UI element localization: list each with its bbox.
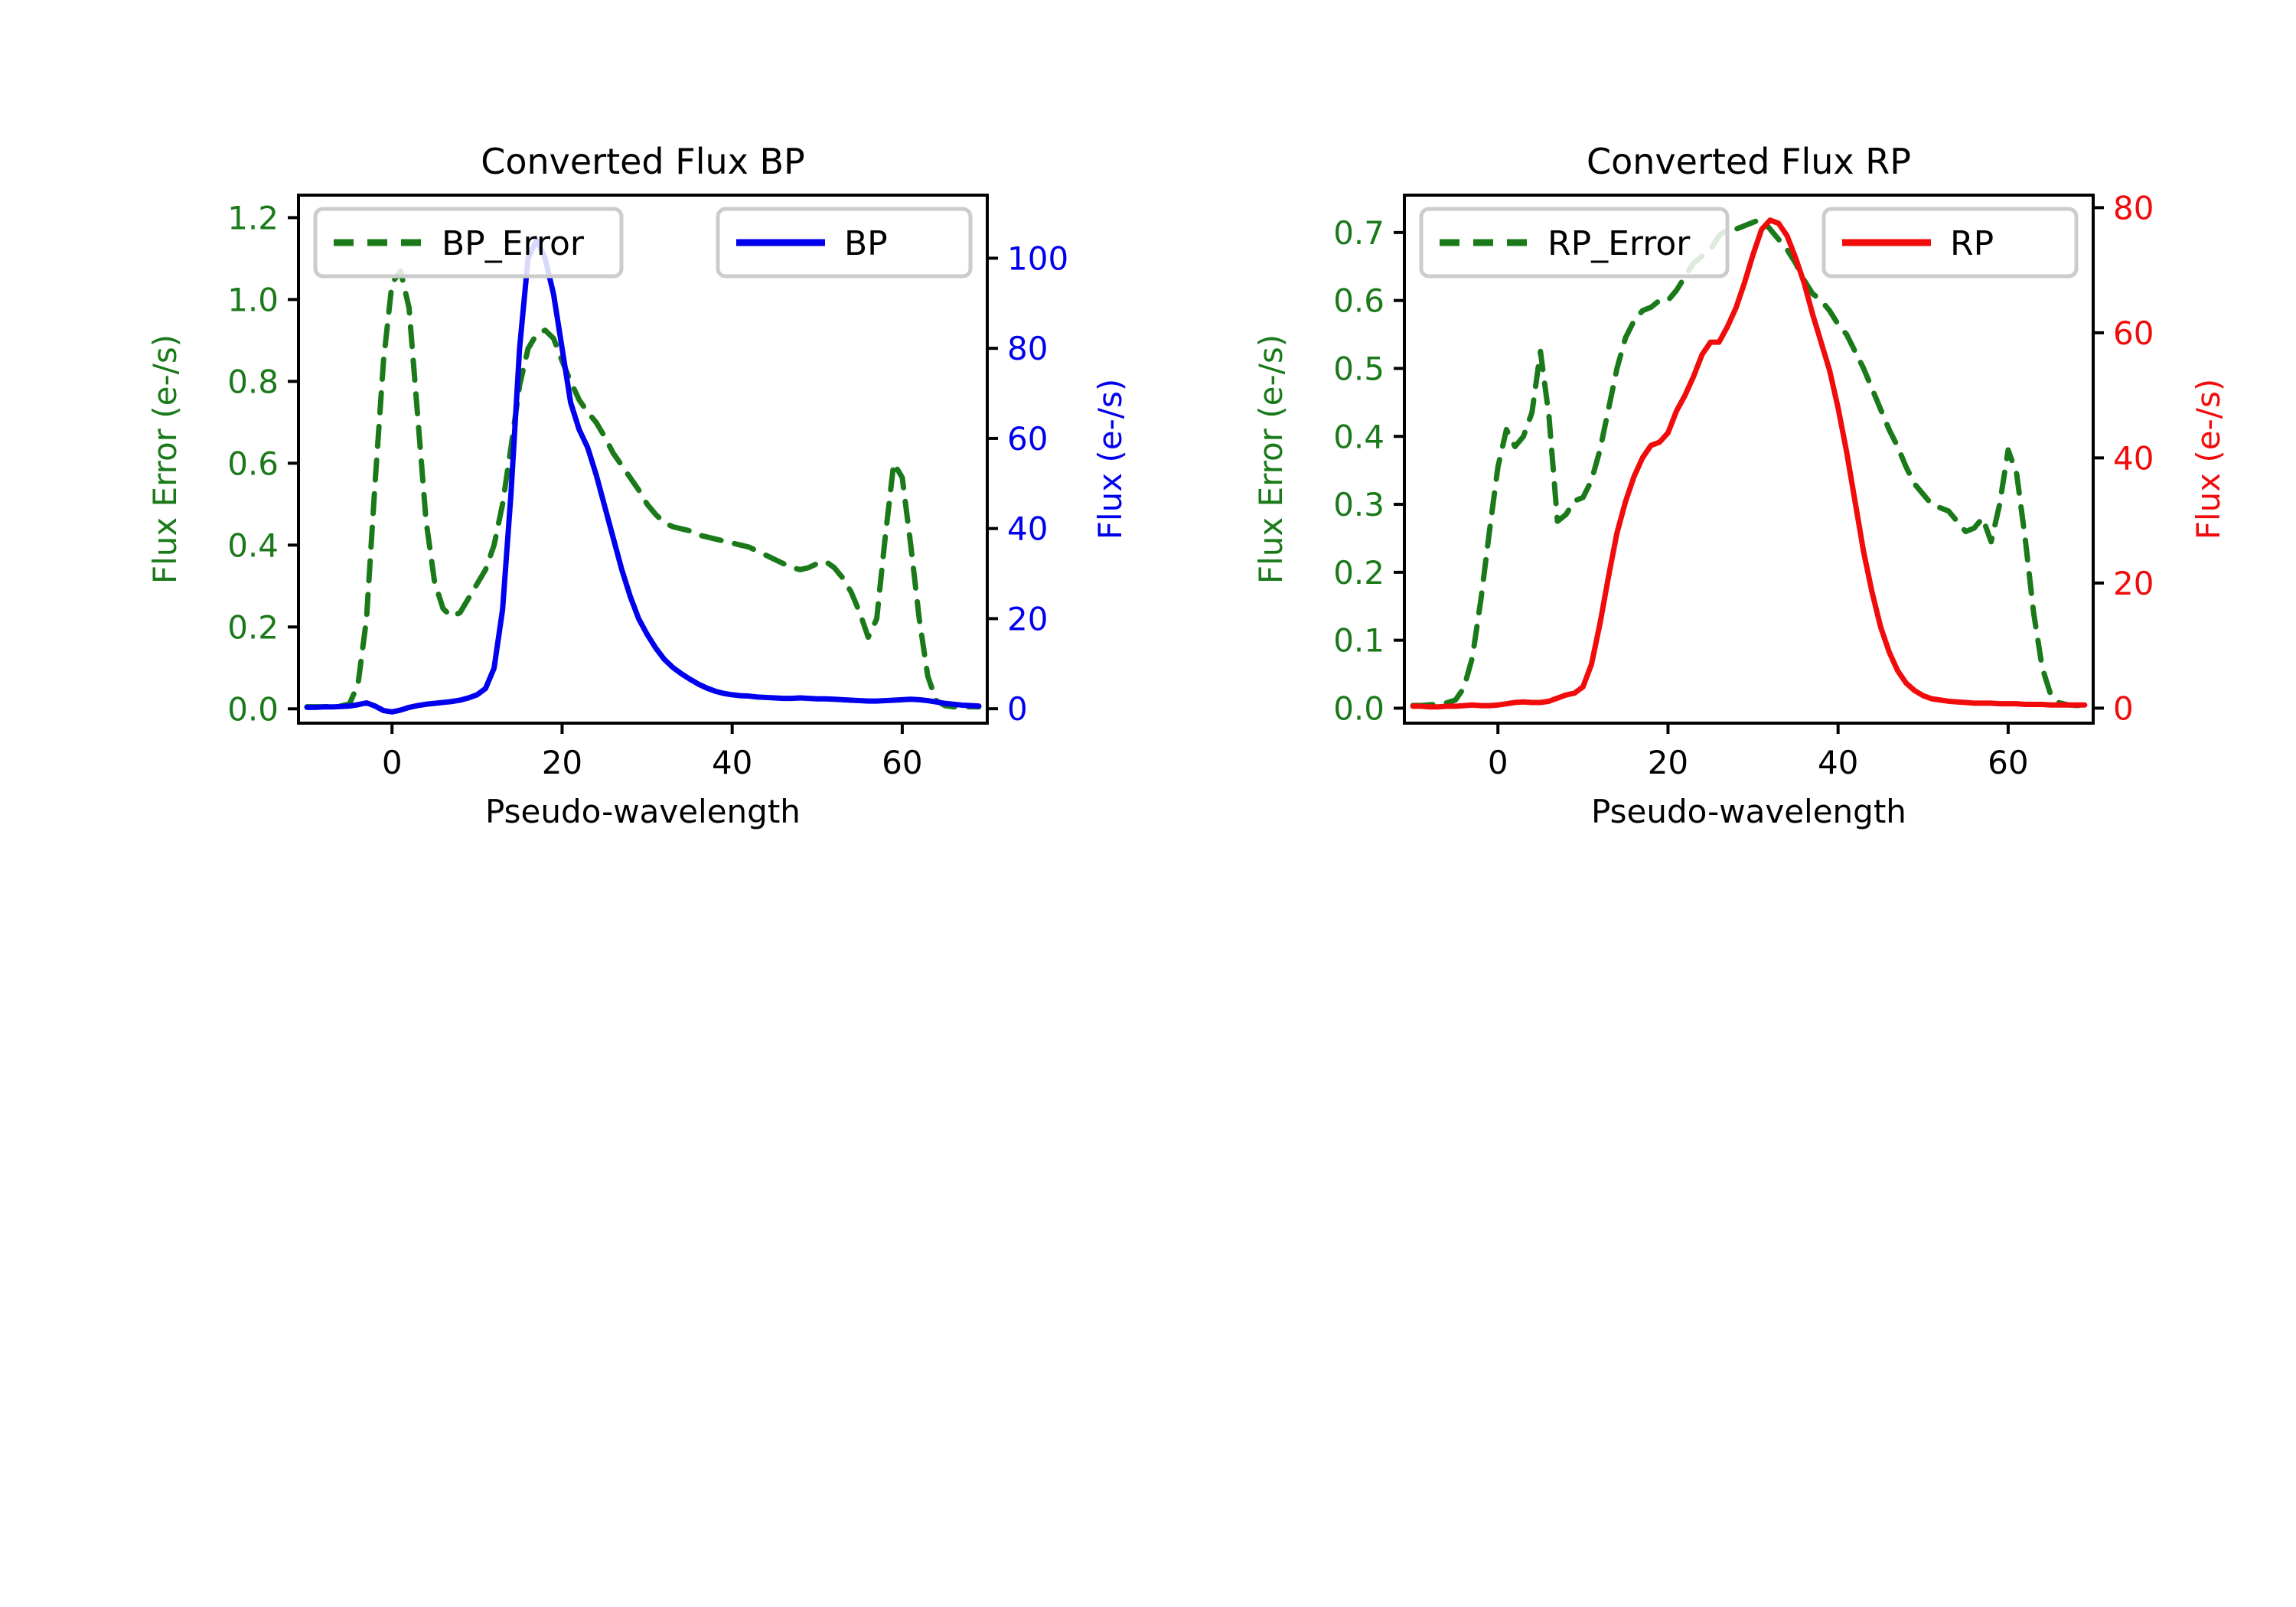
y-tick-label-left-rp: 0.3 [1333, 486, 1384, 523]
axes-frame-bp [297, 194, 989, 725]
legend-label-bp_error: BP_Error [442, 224, 585, 263]
y-axis-label-right-rp: Flux (e-/s) [2190, 379, 2227, 539]
y-tick-label-left-rp: 0.0 [1333, 689, 1384, 727]
legend-box [1419, 207, 1730, 279]
legend-label-rp: RP [1950, 224, 1994, 263]
y-tick-label-left-bp: 0.2 [227, 608, 279, 646]
y-tick-label-right-rp: 0 [2113, 689, 2134, 727]
y-tick-label-right-rp: 60 [2113, 315, 2154, 352]
y-tick-label-right-bp: 0 [1007, 690, 1028, 728]
series-line-bp_error [304, 268, 982, 710]
y-tick-label-left-bp: 0.4 [227, 526, 279, 564]
y-tick-label-left-rp: 0.2 [1333, 554, 1384, 592]
y-tick-label-left-bp: 0.8 [227, 363, 279, 400]
x-tick-label-bp: 60 [882, 744, 922, 781]
x-tick-label-bp: 20 [542, 744, 582, 781]
legend-bp[interactable]: BP [716, 207, 973, 279]
y-tick-label-right-rp: 20 [2113, 565, 2154, 602]
chart-title-bp: Converted Flux BP [481, 141, 805, 182]
y-tick-label-left-bp: 1.0 [227, 281, 279, 318]
chart-title-rp: Converted Flux RP [1587, 141, 1911, 182]
series-line-bp [304, 237, 982, 715]
series-line-rp [1410, 217, 2088, 710]
legend-box [1821, 207, 2079, 279]
y-tick-label-right-bp: 80 [1007, 330, 1048, 367]
y-tick-label-left-bp: 0.0 [227, 690, 279, 728]
legend-box [716, 207, 973, 279]
legend-rp[interactable]: RP [1821, 207, 2079, 279]
x-axis-label-bp: Pseudo-wavelength [485, 793, 801, 830]
y-axis-label-left-bp: Flux Error (e-/s) [146, 334, 184, 584]
legend-label-bp: BP [844, 224, 888, 263]
x-tick-label-rp: 60 [1988, 744, 2028, 781]
y-tick-label-left-rp: 0.7 [1333, 214, 1384, 252]
y-tick-label-left-rp: 0.6 [1333, 282, 1384, 320]
y-tick-label-right-bp: 40 [1007, 510, 1048, 548]
legend-label-rp_error: RP_Error [1548, 224, 1691, 263]
y-tick-label-left-rp: 0.5 [1333, 350, 1384, 387]
y-axis-label-left-rp: Flux Error (e-/s) [1252, 334, 1290, 584]
x-tick-label-bp: 0 [382, 744, 403, 781]
series-line-rp_error [1410, 216, 2088, 709]
y-tick-label-right-rp: 40 [2113, 439, 2154, 477]
y-tick-label-right-bp: 100 [1007, 240, 1068, 277]
x-tick-label-bp: 40 [712, 744, 752, 781]
y-axis-label-right-bp: Flux (e-/s) [1091, 379, 1129, 539]
y-tick-label-left-rp: 0.4 [1333, 418, 1384, 455]
x-tick-label-rp: 0 [1488, 744, 1508, 781]
y-tick-label-right-bp: 20 [1007, 600, 1048, 637]
y-tick-label-left-bp: 0.6 [227, 445, 279, 482]
legend-box [313, 207, 624, 279]
y-tick-label-left-rp: 0.1 [1333, 622, 1384, 660]
x-tick-label-rp: 40 [1818, 744, 1858, 781]
y-tick-label-right-bp: 60 [1007, 420, 1048, 458]
legend-rp_error[interactable]: RP_Error [1419, 207, 1730, 279]
x-axis-label-rp: Pseudo-wavelength [1591, 793, 1906, 830]
legend-bp_error[interactable]: BP_Error [313, 207, 624, 279]
y-tick-label-right-rp: 80 [2113, 189, 2154, 227]
x-tick-label-rp: 20 [1648, 744, 1688, 781]
y-tick-label-left-bp: 1.2 [227, 199, 279, 236]
